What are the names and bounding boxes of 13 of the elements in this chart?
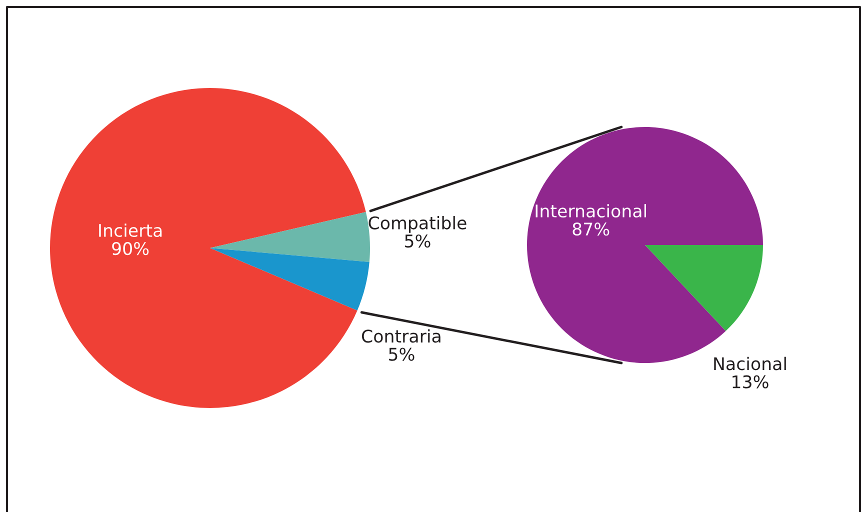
slice-label: Internacional — [536, 204, 646, 218]
data-label: 13% — [732, 375, 768, 388]
slice-label: Nacional — [714, 356, 786, 370]
pie-slice — [210, 212, 370, 262]
slice-label: Incierta — [99, 224, 162, 238]
data-label: 5% — [389, 348, 414, 361]
data-label: 90% — [112, 242, 149, 256]
slice-label: Contraria — [362, 329, 440, 343]
pie-slice — [210, 248, 370, 311]
pie-slice — [645, 245, 763, 332]
slice-label: Compatible — [368, 216, 466, 233]
data-label: 87% — [572, 222, 610, 236]
data-label: 5% — [405, 234, 430, 248]
